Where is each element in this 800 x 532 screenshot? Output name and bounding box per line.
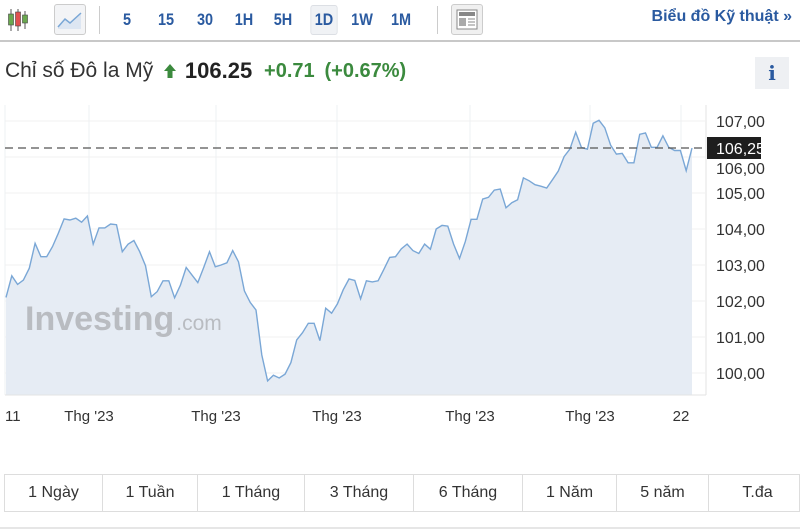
y-tick-label: 107,00 (716, 114, 765, 131)
x-tick-label: Thg '23 (64, 408, 114, 425)
range-button[interactable]: 5 năm (617, 475, 709, 511)
last-price-tag (707, 137, 761, 159)
y-tick-label: 106,00 (716, 161, 765, 178)
x-tick-label: 11 (5, 408, 21, 425)
range-button[interactable]: 1 Tuần (103, 475, 198, 511)
y-tick-label: 105,00 (716, 186, 765, 203)
interval-1w[interactable]: 1W (351, 10, 373, 29)
y-tick-label: 104,00 (716, 222, 765, 239)
arrow-up-icon (164, 64, 177, 78)
interval-15[interactable]: 15 (157, 10, 175, 29)
separator (437, 6, 438, 34)
y-tick-label: 101,00 (716, 330, 765, 347)
price-line (5, 119, 693, 383)
price-change: +0.71 (264, 59, 315, 82)
range-button[interactable]: 3 Tháng (305, 475, 414, 511)
range-button[interactable]: 6 Tháng (414, 475, 523, 511)
news-button[interactable] (451, 4, 483, 35)
x-tick-label: Thg '23 (445, 408, 495, 425)
x-tick-label: Thg '23 (191, 408, 241, 425)
range-button[interactable]: 1 Ngày (5, 475, 103, 511)
y-tick-label: 103,00 (716, 258, 765, 275)
price-change-percent: (+0.67%) (324, 59, 407, 82)
candlestick-icon[interactable] (7, 8, 29, 32)
last-price: 106.25 (184, 58, 253, 83)
x-tick-label: Thg '23 (565, 408, 615, 425)
interval-1h[interactable]: 1H (234, 10, 254, 29)
y-tick-label: 102,00 (716, 294, 765, 311)
instrument-header: Chỉ số Đô la Mỹ 106.25 +0.71 (+0.67%) (5, 58, 406, 86)
interval-5[interactable]: 5 (122, 10, 132, 29)
chart-toolbar: 5 15 30 1H 5H 1D 1W 1M Biểu đồ Kỹ thuật » (0, 0, 800, 42)
news-icon (456, 9, 478, 30)
instrument-name: Chỉ số Đô la Mỹ (5, 59, 154, 82)
divider (0, 527, 800, 529)
line-chart-icon (57, 12, 82, 29)
price-area (6, 120, 692, 396)
x-tick-label: 22 (673, 408, 690, 425)
separator (99, 6, 100, 34)
technical-chart-link[interactable]: Biểu đồ Kỹ thuật » (651, 8, 792, 25)
interval-1d[interactable]: 1D (310, 5, 338, 35)
time-range-selector: 1 Ngày 1 Tuần 1 Tháng 3 Tháng 6 Tháng 1 Năm 5 … (4, 474, 800, 512)
interval-30[interactable]: 30 (196, 10, 214, 29)
range-button[interactable]: 1 Tháng (198, 475, 305, 511)
line-chart-button[interactable] (54, 4, 86, 35)
interval-5h[interactable]: 5H (273, 10, 293, 29)
interval-1m[interactable]: 1M (390, 10, 412, 29)
price-chart[interactable]: Investing .com 100,00 101,00 102,00 103,00 104… (0, 100, 800, 430)
y-tick-label: 100,00 (716, 366, 765, 383)
last-price-label: 106,25 (716, 141, 765, 158)
x-tick-label: Thg '23 (312, 408, 362, 425)
investing-watermark-suffix: .com (176, 312, 222, 335)
range-button[interactable]: T.đa (742, 484, 773, 501)
info-button[interactable]: i (755, 57, 789, 89)
range-button[interactable]: 1 Năm (523, 475, 617, 511)
investing-watermark: Investing (25, 300, 174, 338)
